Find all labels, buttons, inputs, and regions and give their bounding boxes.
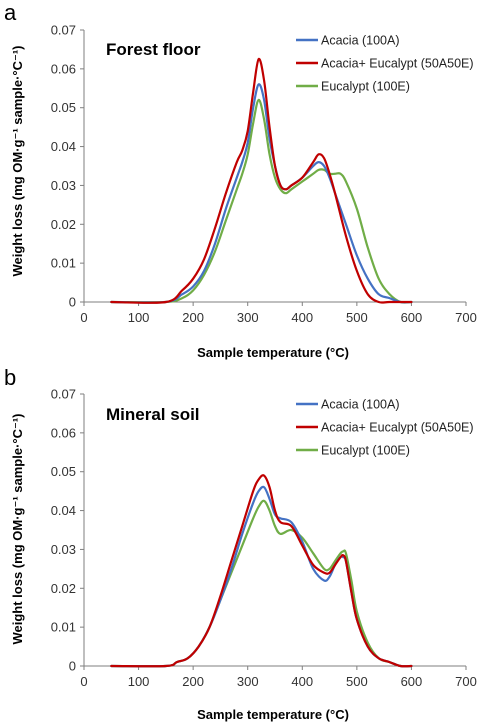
series-lines bbox=[110, 474, 413, 668]
legend-label: Acacia (100A) bbox=[321, 398, 400, 412]
x-tick-label: 200 bbox=[182, 310, 204, 325]
y-tick-label: 0.02 bbox=[51, 581, 76, 596]
x-tick-label: 400 bbox=[291, 674, 313, 689]
series-line-1 bbox=[110, 474, 413, 668]
x-tick-label: 600 bbox=[401, 674, 423, 689]
x-tick-label: 700 bbox=[455, 310, 477, 325]
legend: Acacia (100A) Acacia+ Eucalypt (50A50E) Eu… bbox=[296, 398, 474, 458]
y-axis-label: Weight loss (mg OM·g⁻¹ sample·°C⁻¹) bbox=[10, 413, 25, 644]
x-tick-label: 0 bbox=[80, 310, 87, 325]
y-tick-label: 0.05 bbox=[51, 464, 76, 479]
series-line-1 bbox=[110, 57, 413, 304]
x-tick-label: 300 bbox=[237, 310, 259, 325]
y-tick-label: 0 bbox=[69, 295, 76, 310]
legend-label: Acacia (100A) bbox=[321, 34, 400, 48]
x-tick-label: 100 bbox=[128, 674, 150, 689]
legend: Acacia (100A) Acacia+ Eucalypt (50A50E) Eu… bbox=[296, 34, 474, 94]
y-tick-label: 0.01 bbox=[51, 256, 76, 271]
x-tick-labels: 0 100 200 300 400 500 600 700 bbox=[80, 674, 476, 689]
y-tick-label: 0.02 bbox=[51, 217, 76, 232]
x-tick-label: 300 bbox=[237, 674, 259, 689]
x-axis-label: Sample temperature (°C) bbox=[197, 707, 349, 722]
legend-label: Acacia+ Eucalypt (50A50E) bbox=[321, 57, 474, 71]
y-tick-label: 0.06 bbox=[51, 425, 76, 440]
panel-letter: a bbox=[4, 0, 17, 25]
series-lines bbox=[110, 57, 413, 304]
panel-b: b Mineral soil Weight loss (mg OM·g⁻¹ sa… bbox=[4, 365, 477, 722]
x-tick-label: 700 bbox=[455, 674, 477, 689]
y-axis-label: Weight loss (mg OM·g⁻¹ sample·°C⁻¹) bbox=[10, 45, 25, 276]
x-tick-label: 100 bbox=[128, 310, 150, 325]
y-tick-label: 0.03 bbox=[51, 542, 76, 557]
panel-letter: b bbox=[4, 365, 16, 390]
y-tick-label: 0.01 bbox=[51, 620, 76, 635]
y-tick-label: 0.07 bbox=[51, 23, 76, 38]
chart-title: Forest floor bbox=[106, 40, 201, 59]
y-tick-labels: 0 0.01 0.02 0.03 0.04 0.05 0.06 0.07 bbox=[51, 23, 76, 310]
series-line-2 bbox=[110, 499, 413, 668]
series-line-2 bbox=[110, 98, 413, 304]
x-tick-label: 500 bbox=[346, 310, 368, 325]
chart-title: Mineral soil bbox=[106, 405, 200, 424]
x-tick-labels: 0 100 200 300 400 500 600 700 bbox=[80, 310, 476, 325]
x-tick-label: 500 bbox=[346, 674, 368, 689]
x-tick-label: 0 bbox=[80, 674, 87, 689]
legend-label: Eucalypt (100E) bbox=[321, 444, 410, 458]
x-axis-label: Sample temperature (°C) bbox=[197, 345, 349, 360]
y-tick-labels: 0 0.01 0.02 0.03 0.04 0.05 0.06 0.07 bbox=[51, 387, 76, 674]
y-tick-label: 0.04 bbox=[51, 503, 76, 518]
x-tick-label: 200 bbox=[182, 674, 204, 689]
x-tick-label: 600 bbox=[401, 310, 423, 325]
legend-label: Acacia+ Eucalypt (50A50E) bbox=[321, 421, 474, 435]
y-tick-label: 0 bbox=[69, 659, 76, 674]
y-tick-label: 0.06 bbox=[51, 61, 76, 76]
y-tick-label: 0.05 bbox=[51, 100, 76, 115]
axes bbox=[80, 393, 467, 670]
y-tick-label: 0.04 bbox=[51, 139, 76, 154]
legend-label: Eucalypt (100E) bbox=[321, 80, 410, 94]
panel-a: a Forest floor Weight loss (mg OM·g⁻¹ sa… bbox=[4, 0, 477, 360]
x-tick-label: 400 bbox=[291, 310, 313, 325]
series-line-0 bbox=[110, 83, 413, 304]
y-tick-label: 0.03 bbox=[51, 178, 76, 193]
y-tick-label: 0.07 bbox=[51, 387, 76, 402]
